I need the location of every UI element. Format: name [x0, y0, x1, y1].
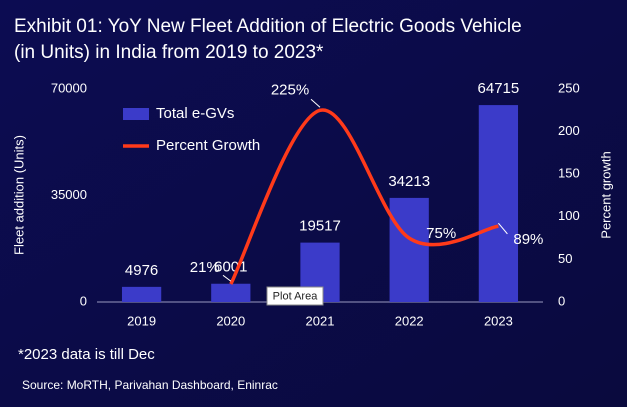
leader-line	[498, 222, 508, 235]
bar	[211, 283, 251, 302]
source: Source: MoRTH, Parivahan Dashboard, Enin…	[22, 378, 278, 392]
y-tick-label: 35000	[51, 187, 87, 202]
data-label: 21%	[190, 259, 220, 276]
legend-label: Total e-GVs	[156, 105, 234, 122]
legend-label: Percent Growth	[156, 137, 260, 154]
tooltip-text: Plot Area	[273, 290, 319, 302]
chart-title: (in Units) in India from 2019 to 2023*	[14, 42, 324, 63]
y-axis-title: Fleet addition (Units)	[11, 135, 26, 255]
x-tick-label: 2022	[395, 313, 424, 328]
data-label: 89%	[513, 231, 543, 248]
y2-tick-label: 200	[558, 123, 580, 138]
data-label: 19517	[299, 218, 341, 235]
legend-swatch	[123, 108, 149, 120]
y2-axis-title: Percent growth	[598, 151, 613, 238]
chart-title: Exhibit 01: YoY New Fleet Addition of El…	[14, 16, 522, 37]
y2-tick-label: 0	[558, 293, 565, 308]
x-tick-label: 2019	[127, 313, 156, 328]
bar	[121, 286, 162, 302]
y2-tick-label: 100	[558, 208, 580, 223]
leader-line	[310, 98, 321, 108]
tooltip-box	[266, 286, 324, 306]
x-tick-label: 2020	[216, 313, 245, 328]
data-label: 34213	[388, 173, 430, 190]
x-tick-label: 2021	[306, 313, 335, 328]
data-label: 225%	[271, 81, 309, 98]
leader-line	[222, 274, 232, 282]
data-label: 75%	[426, 225, 456, 242]
data-label: 4976	[125, 262, 158, 279]
line	[229, 108, 499, 285]
data-label: 64715	[478, 80, 520, 97]
y2-tick-label: 150	[558, 166, 580, 181]
x-tick-label: 2023	[484, 313, 513, 328]
bar	[478, 105, 519, 302]
y-tick-label: 70000	[51, 80, 87, 95]
footnote: *2023 data is till Dec	[18, 346, 155, 363]
bar	[389, 197, 429, 302]
y2-tick-label: 50	[558, 251, 572, 266]
y-tick-label: 0	[80, 293, 87, 308]
y2-tick-label: 250	[558, 80, 580, 95]
